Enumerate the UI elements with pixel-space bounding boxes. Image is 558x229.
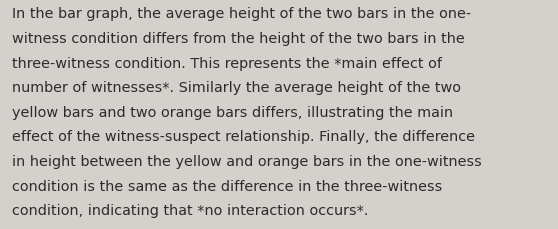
Text: number of witnesses*. Similarly the average height of the two: number of witnesses*. Similarly the aver… [12, 81, 461, 95]
Text: condition, indicating that *no interaction occurs*.: condition, indicating that *no interacti… [12, 203, 369, 217]
Text: In the bar graph, the average height of the two bars in the one-: In the bar graph, the average height of … [12, 7, 472, 21]
Text: three-witness condition. This represents the *main effect of: three-witness condition. This represents… [12, 56, 442, 70]
Text: in height between the yellow and orange bars in the one-witness: in height between the yellow and orange … [12, 154, 482, 168]
Text: witness condition differs from the height of the two bars in the: witness condition differs from the heigh… [12, 32, 465, 46]
Text: effect of the witness-suspect relationship. Finally, the difference: effect of the witness-suspect relationsh… [12, 130, 475, 144]
Text: yellow bars and two orange bars differs, illustrating the main: yellow bars and two orange bars differs,… [12, 105, 454, 119]
Text: condition is the same as the difference in the three-witness: condition is the same as the difference … [12, 179, 442, 193]
